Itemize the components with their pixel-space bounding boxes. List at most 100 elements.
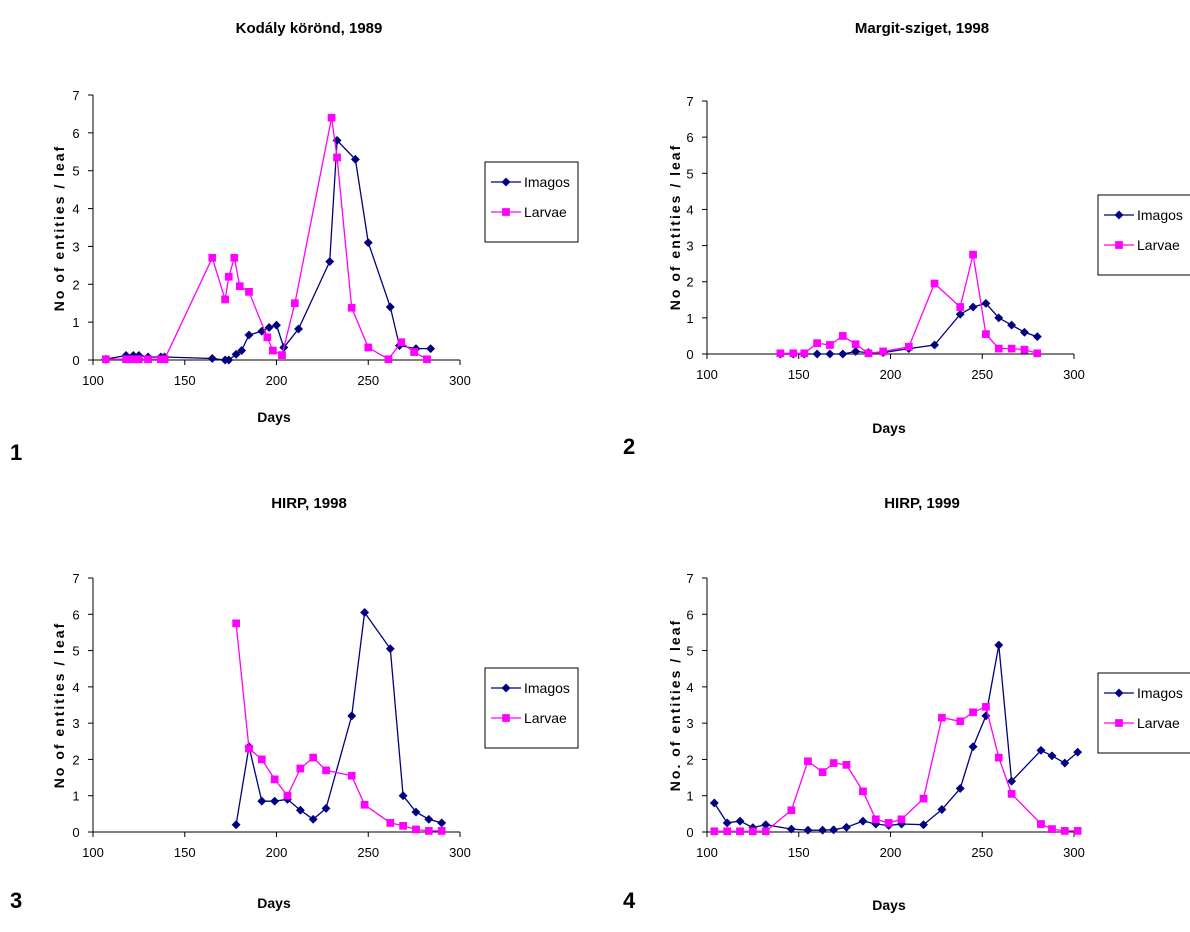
chart-panel-4: HIRP, 1999 0 1 2 3 4 5 6 7 100 150 200 250 300 Days No.… <box>623 495 1190 913</box>
data-point-imagos <box>1073 747 1083 757</box>
x-tick-label: 100 <box>696 367 718 382</box>
x-axis-label: Days <box>257 895 291 911</box>
data-point-imagos <box>244 330 254 340</box>
x-tick-label: 300 <box>449 373 471 388</box>
x-tick-label: 100 <box>82 373 104 388</box>
data-point-imagos <box>709 798 719 808</box>
data-point-imagos <box>812 349 822 359</box>
data-point-larvae <box>122 355 130 364</box>
y-tick-label: 7 <box>72 88 79 103</box>
legend-label: Imagos <box>1137 207 1183 223</box>
legend-box <box>484 667 579 749</box>
data-point-larvae <box>813 339 821 348</box>
data-point-larvae <box>397 338 406 347</box>
data-point-larvae <box>101 355 110 364</box>
data-point-imagos <box>929 340 940 350</box>
legend-swatch-marker <box>502 714 510 722</box>
y-tick-label: 4 <box>686 680 693 695</box>
data-point-imagos <box>955 783 965 794</box>
data-point-larvae <box>386 819 395 827</box>
data-point-larvae <box>1033 349 1042 358</box>
legend-box <box>1097 672 1190 754</box>
series-line-imagos <box>235 610 442 825</box>
series-imagos <box>101 135 436 365</box>
data-point-larvae <box>322 766 330 775</box>
data-point-imagos <box>829 825 839 835</box>
data-point-imagos <box>825 349 835 359</box>
data-point-imagos <box>1060 758 1070 768</box>
y-tick-label: 3 <box>686 716 693 731</box>
data-point-larvae <box>879 347 888 356</box>
y-tick-label: 2 <box>686 275 693 290</box>
data-point-larvae <box>278 351 286 359</box>
data-point-larvae <box>384 355 393 364</box>
data-point-larvae <box>851 340 860 349</box>
data-point-larvae <box>804 757 812 766</box>
data-point-imagos <box>818 825 828 835</box>
data-point-imagos <box>968 302 978 312</box>
x-tick-label: 150 <box>174 845 196 860</box>
x-tick-label: 300 <box>449 845 471 860</box>
data-point-larvae <box>245 744 253 753</box>
legend: Imagos Larvae <box>1097 194 1190 276</box>
legend: Imagos Larvae <box>484 667 579 749</box>
series-line-larvae <box>235 623 442 832</box>
data-point-imagos <box>968 742 978 752</box>
data-point-larvae <box>749 827 757 836</box>
data-point-imagos <box>1032 332 1042 342</box>
data-point-imagos <box>1047 751 1057 761</box>
y-tick-label: 6 <box>686 130 693 145</box>
data-point-larvae <box>291 299 299 308</box>
data-point-imagos <box>293 324 304 334</box>
y-axis-label: No of entities / leaf <box>51 622 67 788</box>
chart-panel-1: Kodály körönd, 1989 0 1 2 3 4 5 6 7 100 150 200 250 3… <box>10 20 579 465</box>
data-point-imagos <box>426 344 436 354</box>
data-point-imagos <box>360 607 370 618</box>
data-point-imagos <box>1007 776 1017 786</box>
data-point-larvae <box>723 827 732 836</box>
x-tick-label: 300 <box>1063 845 1085 860</box>
data-point-larvae <box>1037 820 1045 828</box>
chart-panel-2: Margit-sziget, 1998 0 1 2 3 4 5 6 7 100 150 200 250 3… <box>623 20 1190 459</box>
x-tick-label: 100 <box>82 845 104 860</box>
legend-label: Larvae <box>524 710 567 726</box>
series-larvae <box>232 619 446 835</box>
legend-swatch-marker <box>1115 719 1123 727</box>
data-point-larvae <box>230 253 239 262</box>
data-point-imagos <box>385 302 395 312</box>
legend-box <box>484 161 579 243</box>
data-point-larvae <box>245 288 253 296</box>
chart-panel-3: HIRP, 1998 0 1 2 3 4 5 6 7 100 150 200 250 300 Days No … <box>10 495 579 913</box>
x-axis-label: Days <box>872 420 906 436</box>
data-point-larvae <box>787 806 796 815</box>
y-tick-label: 0 <box>72 825 79 840</box>
y-tick-label: 6 <box>72 607 79 622</box>
data-point-larvae <box>296 764 305 773</box>
y-tick-label: 5 <box>686 166 693 181</box>
data-point-larvae <box>1048 825 1056 833</box>
y-tick-label: 0 <box>72 353 79 368</box>
data-point-imagos <box>437 818 447 828</box>
chart-title: Margit-sziget, 1998 <box>855 20 989 37</box>
y-tick-label: 1 <box>72 315 79 330</box>
y-tick-label: 5 <box>72 164 79 179</box>
y-tick-label: 7 <box>686 94 693 109</box>
y-tick-label: 1 <box>72 789 79 804</box>
y-tick-label: 0 <box>686 825 693 840</box>
data-point-larvae <box>919 794 928 803</box>
data-point-larvae <box>736 827 744 836</box>
legend-swatch-marker <box>1114 210 1124 220</box>
series-imagos <box>709 640 1083 835</box>
data-point-larvae <box>897 815 906 824</box>
data-point-larvae <box>1007 790 1016 798</box>
data-point-larvae <box>761 827 770 836</box>
series-larvae <box>710 702 1082 836</box>
data-point-imagos <box>786 824 796 834</box>
legend-swatch-marker <box>1115 241 1123 249</box>
data-point-larvae <box>905 342 913 351</box>
data-point-imagos <box>350 154 360 164</box>
data-point-imagos <box>270 796 280 806</box>
legend-swatch-marker <box>501 683 511 693</box>
data-point-imagos <box>257 796 267 806</box>
x-tick-label: 150 <box>788 367 810 382</box>
